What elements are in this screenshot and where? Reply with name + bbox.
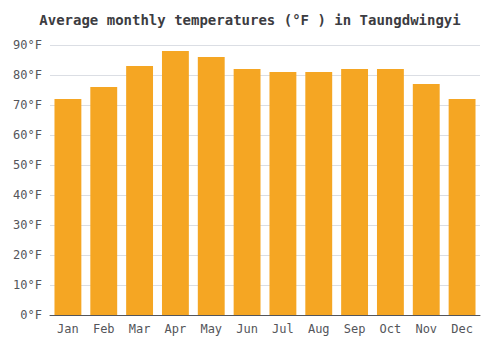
- svg-text:60°F: 60°F: [13, 128, 42, 142]
- svg-text:Average monthly temperatures (: Average monthly temperatures (°F ) in Ta…: [39, 12, 460, 28]
- svg-text:10°F: 10°F: [13, 278, 42, 292]
- svg-text:Aug: Aug: [308, 322, 330, 336]
- svg-text:50°F: 50°F: [13, 158, 42, 172]
- svg-text:70°F: 70°F: [13, 98, 42, 112]
- svg-text:May: May: [200, 322, 222, 336]
- svg-text:Dec: Dec: [451, 322, 473, 336]
- svg-text:Nov: Nov: [415, 322, 437, 336]
- svg-text:Mar: Mar: [129, 322, 151, 336]
- svg-text:30°F: 30°F: [13, 218, 42, 232]
- svg-text:Apr: Apr: [165, 322, 187, 336]
- svg-text:90°F: 90°F: [13, 38, 42, 52]
- svg-text:Jan: Jan: [57, 322, 79, 336]
- svg-text:Jul: Jul: [272, 322, 294, 336]
- svg-text:Feb: Feb: [93, 322, 115, 336]
- svg-text:80°F: 80°F: [13, 68, 42, 82]
- svg-text:0°F: 0°F: [20, 308, 42, 322]
- svg-text:20°F: 20°F: [13, 248, 42, 262]
- svg-text:Sep: Sep: [344, 322, 366, 336]
- svg-text:Jun: Jun: [236, 322, 258, 336]
- svg-text:Oct: Oct: [380, 322, 402, 336]
- svg-text:40°F: 40°F: [13, 188, 42, 202]
